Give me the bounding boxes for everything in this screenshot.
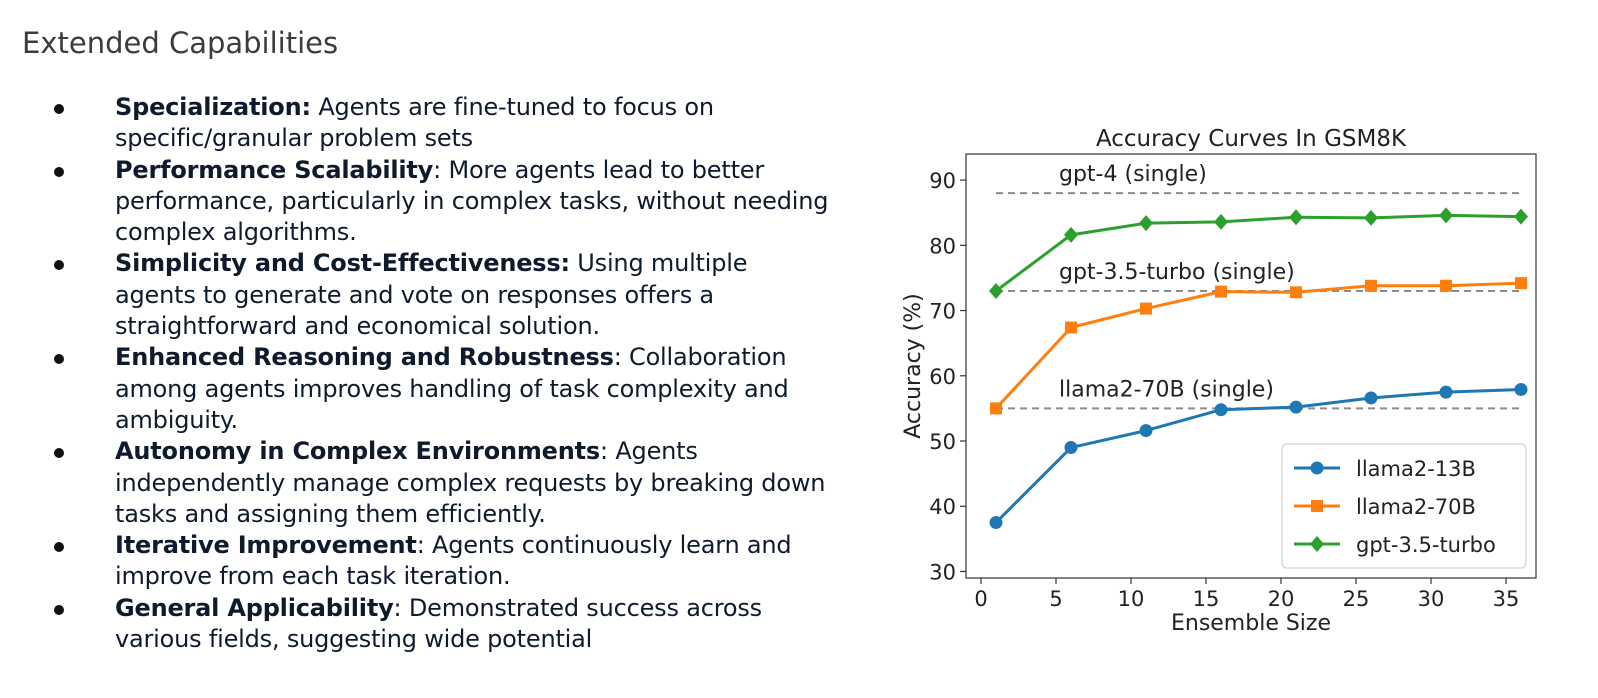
bullet-item: Autonomy in Complex Environments: Agents… bbox=[50, 436, 830, 530]
bullet-item: Iterative Improvement: Agents continuous… bbox=[50, 530, 830, 593]
y-tick-label: 40 bbox=[929, 495, 956, 519]
y-tick-label: 30 bbox=[929, 560, 956, 584]
y-tick-label: 80 bbox=[929, 234, 956, 258]
x-tick-label: 25 bbox=[1343, 587, 1370, 611]
reference-line-label: gpt-4 (single) bbox=[1059, 162, 1207, 187]
data-point bbox=[1139, 215, 1153, 232]
series-line bbox=[994, 387, 1522, 524]
x-axis-label: Ensemble Size bbox=[1171, 611, 1331, 636]
data-point bbox=[1439, 207, 1453, 224]
bullet-dot-icon bbox=[54, 354, 64, 365]
data-point bbox=[1214, 403, 1228, 417]
y-axis-label: Accuracy (%) bbox=[901, 293, 926, 439]
bullet-heading: Iterative Improvement bbox=[115, 531, 417, 560]
y-tick-label: 70 bbox=[929, 300, 956, 324]
data-point bbox=[1140, 302, 1152, 315]
legend-marker bbox=[1310, 461, 1324, 475]
bullet-item: Enhanced Reasoning and Robustness: Colla… bbox=[50, 342, 830, 436]
data-point bbox=[989, 282, 1003, 299]
bullet-heading: Specialization: bbox=[115, 93, 311, 121]
data-point bbox=[1289, 400, 1303, 414]
data-point bbox=[1515, 277, 1527, 290]
data-point bbox=[1439, 385, 1453, 399]
legend-label: llama2-70B bbox=[1356, 495, 1476, 519]
data-point bbox=[1364, 209, 1378, 226]
series-llama2-70B bbox=[990, 277, 1527, 415]
bullet-text: : More agents lead to better performance… bbox=[115, 155, 829, 247]
series-line bbox=[995, 213, 1522, 293]
x-tick-label: 0 bbox=[974, 587, 987, 611]
bullet-text: Using multiple agents to generate and vo… bbox=[115, 249, 748, 341]
legend-label: gpt-3.5-turbo bbox=[1356, 533, 1496, 557]
series-llama2-13B bbox=[989, 382, 1528, 530]
y-tick-label: 60 bbox=[929, 365, 956, 389]
bullet-text: : Agents independently manage complex re… bbox=[115, 437, 826, 528]
bullet-item: Performance Scalability: More agents lea… bbox=[50, 155, 830, 249]
legend-label: llama2-13B bbox=[1356, 457, 1476, 481]
legend-marker bbox=[1310, 536, 1324, 552]
bullet-heading: Enhanced Reasoning and Robustness bbox=[115, 343, 614, 372]
legend: llama2-13B llama2-70B gpt-3.5-turbo bbox=[1281, 443, 1527, 569]
y-tick-label: 50 bbox=[929, 430, 956, 454]
data-point bbox=[990, 402, 1002, 415]
x-tick-label: 5 bbox=[1049, 587, 1062, 611]
bullet-list: Specialization: Agents are fine-tuned to… bbox=[50, 92, 830, 655]
data-point bbox=[1364, 391, 1378, 405]
data-point bbox=[1139, 424, 1153, 438]
bullet-item: Simplicity and Cost-Effectiveness: Using… bbox=[50, 248, 830, 342]
data-point bbox=[1440, 279, 1452, 292]
bullet-heading: Performance Scalability bbox=[115, 155, 434, 184]
bullet-heading: General Applicability bbox=[115, 593, 394, 622]
bullet-dot-icon bbox=[54, 166, 64, 177]
x-tick-label: 30 bbox=[1418, 587, 1445, 611]
data-point bbox=[1215, 285, 1227, 298]
bullet-heading: Autonomy in Complex Environments bbox=[115, 437, 600, 466]
data-point bbox=[1064, 441, 1078, 455]
bullet-heading: Simplicity and Cost-Effectiveness: bbox=[115, 249, 570, 278]
legend-box bbox=[1281, 443, 1527, 569]
plot-frame bbox=[965, 153, 1537, 579]
bullet-text: : Agents continuously learn and improve … bbox=[115, 531, 792, 591]
bullet-text: : Demonstrated success across various fi… bbox=[115, 593, 762, 654]
series-gpt-3.5-turbo bbox=[989, 207, 1528, 299]
x-tick-label: 20 bbox=[1268, 587, 1295, 611]
reference-line-label: llama2-70B (single) bbox=[1059, 377, 1274, 402]
slide-title: Extended Capabilities bbox=[22, 26, 339, 60]
bullet-item: Specialization: Agents are fine-tuned to… bbox=[50, 92, 830, 155]
bullet-dot-icon bbox=[54, 604, 64, 615]
reference-line-label: gpt-3.5-turbo (single) bbox=[1059, 260, 1295, 285]
data-point bbox=[1514, 208, 1528, 225]
bullet-item: General Applicability: Demonstrated succ… bbox=[50, 593, 830, 656]
data-point bbox=[1290, 286, 1302, 299]
x-tick-label: 15 bbox=[1193, 587, 1220, 611]
bullet-text: : Collaboration among agents improves ha… bbox=[115, 343, 789, 434]
data-point bbox=[1289, 209, 1303, 226]
y-tick-label: 90 bbox=[929, 169, 956, 193]
accuracy-line-chart: Accuracy Curves In GSM8K 0 5 10 15 20 25 30 35 30… bbox=[901, 126, 1537, 636]
bullet-dot-icon bbox=[54, 448, 64, 459]
legend-marker bbox=[1311, 500, 1323, 512]
x-tick-label: 35 bbox=[1493, 587, 1520, 611]
bullet-text: Agents are fine-tuned to focus on specif… bbox=[115, 93, 714, 153]
chart-title: Accuracy Curves In GSM8K bbox=[1096, 126, 1407, 152]
data-point bbox=[1214, 213, 1228, 230]
bullet-dot-icon bbox=[54, 542, 64, 553]
data-point bbox=[1514, 382, 1528, 396]
x-tick-label: 10 bbox=[1118, 587, 1145, 611]
bullet-dot-icon bbox=[54, 260, 64, 271]
data-point bbox=[989, 516, 1003, 530]
data-point bbox=[1065, 321, 1077, 334]
data-point bbox=[1064, 226, 1078, 243]
series-line bbox=[994, 281, 1522, 410]
data-point bbox=[1365, 279, 1377, 292]
bullet-dot-icon bbox=[54, 104, 64, 114]
